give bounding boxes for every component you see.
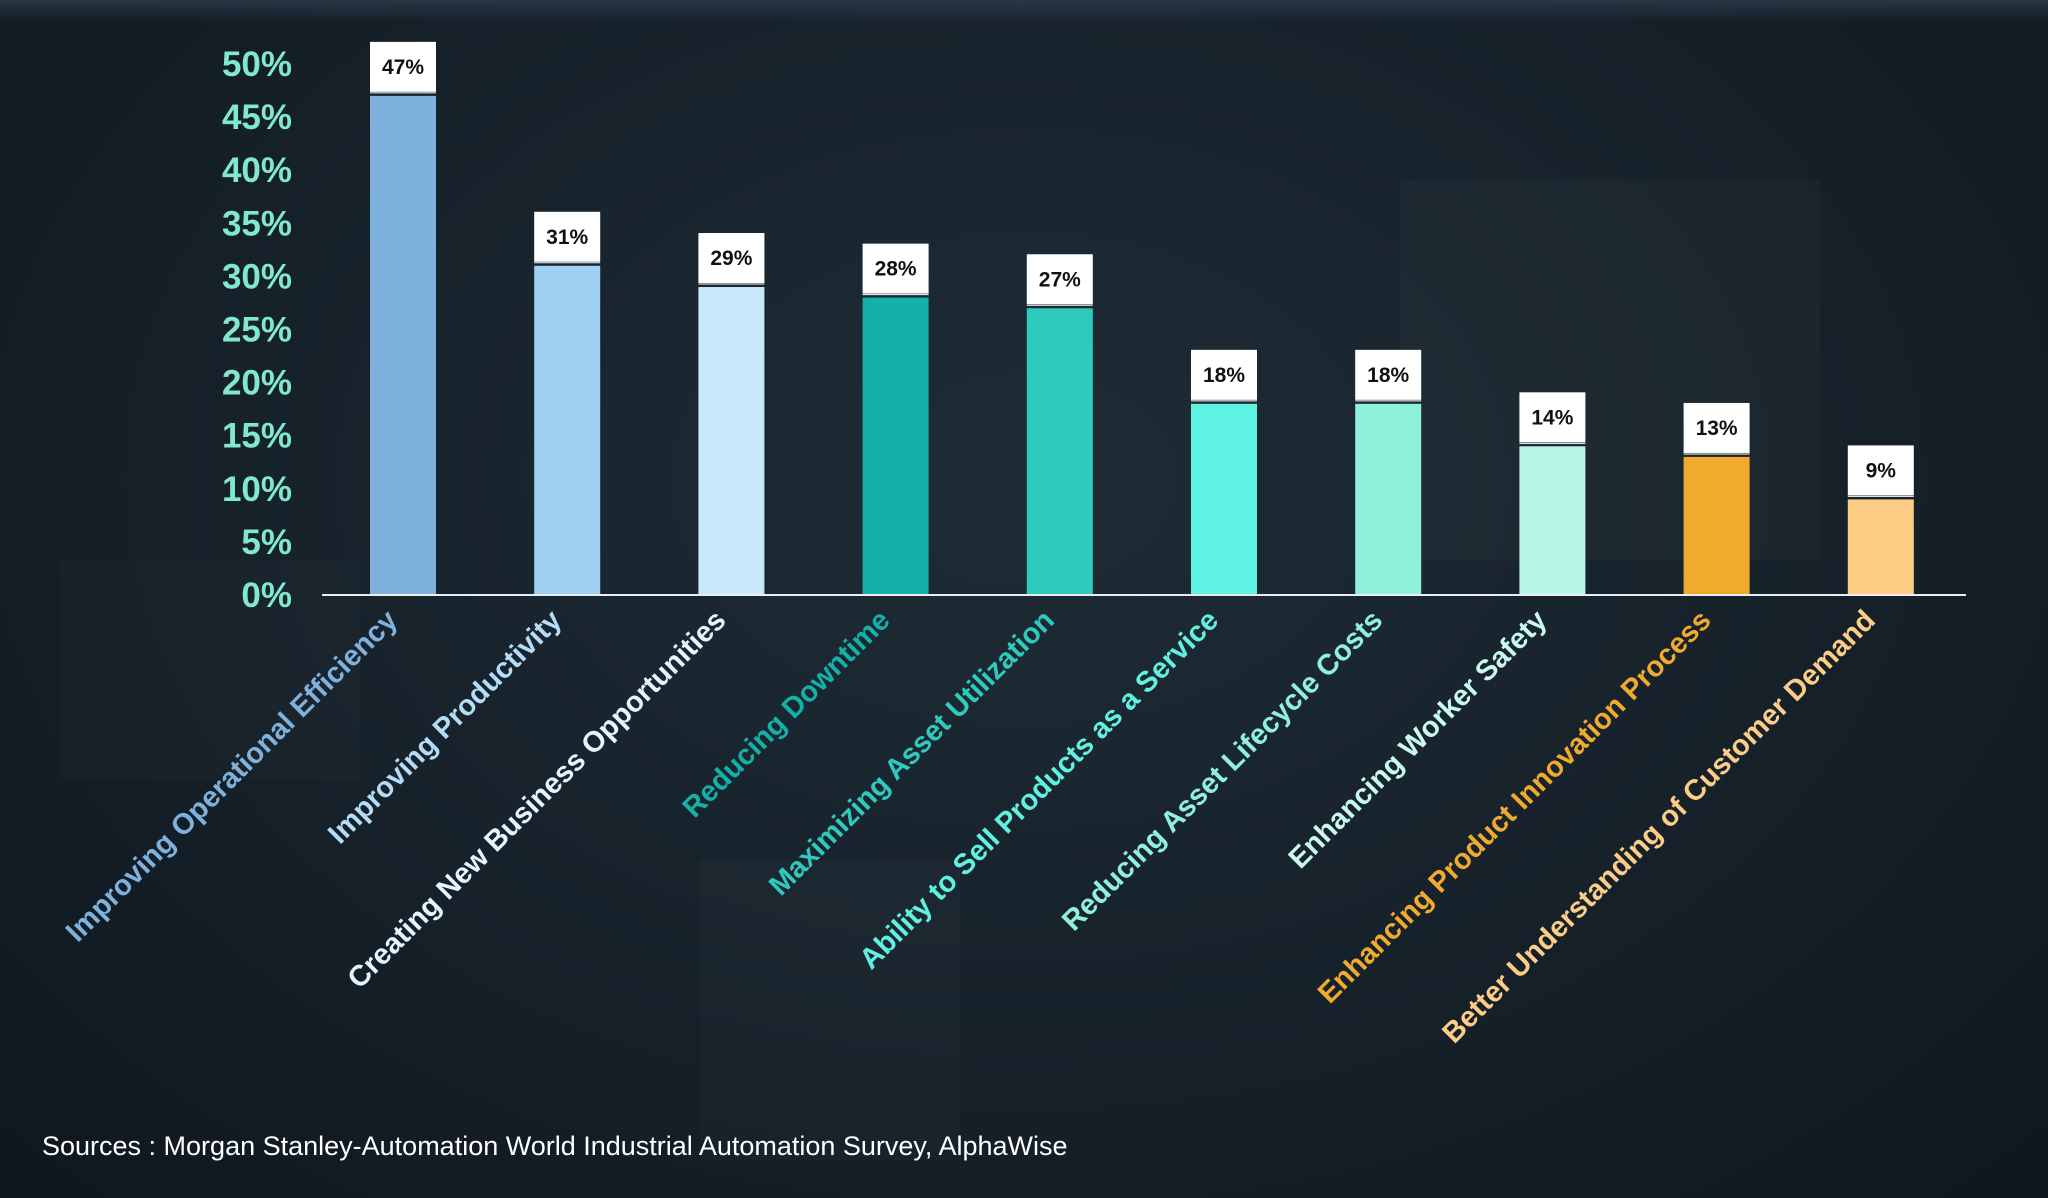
data-label-box <box>1683 402 1750 453</box>
data-label-box <box>370 41 436 92</box>
data-labels: 47% 31% 29% 28% 27% 18% 18% 14% 13% 9% <box>370 41 1914 497</box>
data-label: 9% <box>1847 445 1914 497</box>
category-label: Enhancing Worker Safety <box>1283 604 1554 875</box>
category-label: Maximizing Asset Utilization <box>763 604 1061 902</box>
data-label-text: 14% <box>1531 406 1573 429</box>
bar <box>1355 403 1422 595</box>
y-tick-label: 25% <box>222 311 292 350</box>
data-label-box <box>862 243 929 294</box>
data-label-box <box>1519 392 1586 443</box>
y-tick-label: 10% <box>222 470 292 509</box>
data-label-box <box>1191 349 1257 400</box>
source-note: Sources : Morgan Stanley-Automation Worl… <box>42 1131 1068 1161</box>
data-label: 29% <box>698 233 765 285</box>
bar <box>1519 446 1586 595</box>
y-tick-label: 5% <box>241 523 292 562</box>
data-label-text: 28% <box>875 258 917 281</box>
bar <box>1847 499 1914 595</box>
y-tick-label: 35% <box>222 204 292 243</box>
category-label: Improving Operational Efficiency <box>60 604 404 948</box>
data-label: 27% <box>1026 254 1093 306</box>
data-label: 28% <box>862 243 929 296</box>
data-label-box <box>1355 349 1422 400</box>
y-tick-label: 50% <box>222 45 292 84</box>
data-label-box <box>534 211 601 262</box>
y-tick-label: 15% <box>222 417 292 456</box>
data-label-text: 31% <box>546 226 588 249</box>
y-tick-label: 20% <box>222 364 292 403</box>
data-label-box <box>1026 254 1093 305</box>
data-label-box <box>698 233 765 284</box>
data-label: 14% <box>1519 392 1586 444</box>
data-label-text: 47% <box>382 56 424 79</box>
category-labels: Improving Operational EfficiencyImprovin… <box>60 604 1882 1049</box>
data-label: 47% <box>370 41 436 94</box>
y-tick-label: 0% <box>241 576 292 615</box>
data-label: 13% <box>1683 402 1750 455</box>
bar <box>370 95 436 596</box>
y-tick-label: 45% <box>222 98 292 137</box>
bar <box>1683 456 1750 595</box>
bars <box>370 95 1914 596</box>
bar <box>534 265 601 595</box>
bar <box>862 297 929 595</box>
bar <box>698 287 765 595</box>
y-axis: 0% 5% 10% 15% 20% 25% 30% 35% 40% 45% 50% <box>222 45 292 615</box>
bar <box>1026 308 1093 595</box>
category-label: Ability to Sell Products as a Service <box>854 604 1225 975</box>
y-tick-label: 40% <box>222 151 292 190</box>
category-label: Creating New Business Opportunities <box>342 604 733 995</box>
data-label: 18% <box>1191 349 1257 402</box>
data-label-text: 9% <box>1866 459 1897 482</box>
data-label: 31% <box>534 211 601 264</box>
category-label: Reducing Asset Lifecycle Costs <box>1056 604 1389 937</box>
data-label-text: 18% <box>1203 364 1245 387</box>
data-label-text: 18% <box>1367 364 1409 387</box>
data-label-text: 27% <box>1039 268 1081 291</box>
data-label-text: 29% <box>710 247 752 270</box>
bar <box>1191 403 1257 595</box>
data-label: 18% <box>1355 349 1422 402</box>
y-tick-label: 30% <box>222 257 292 296</box>
data-label-box <box>1847 445 1914 496</box>
data-label-text: 13% <box>1696 417 1738 440</box>
